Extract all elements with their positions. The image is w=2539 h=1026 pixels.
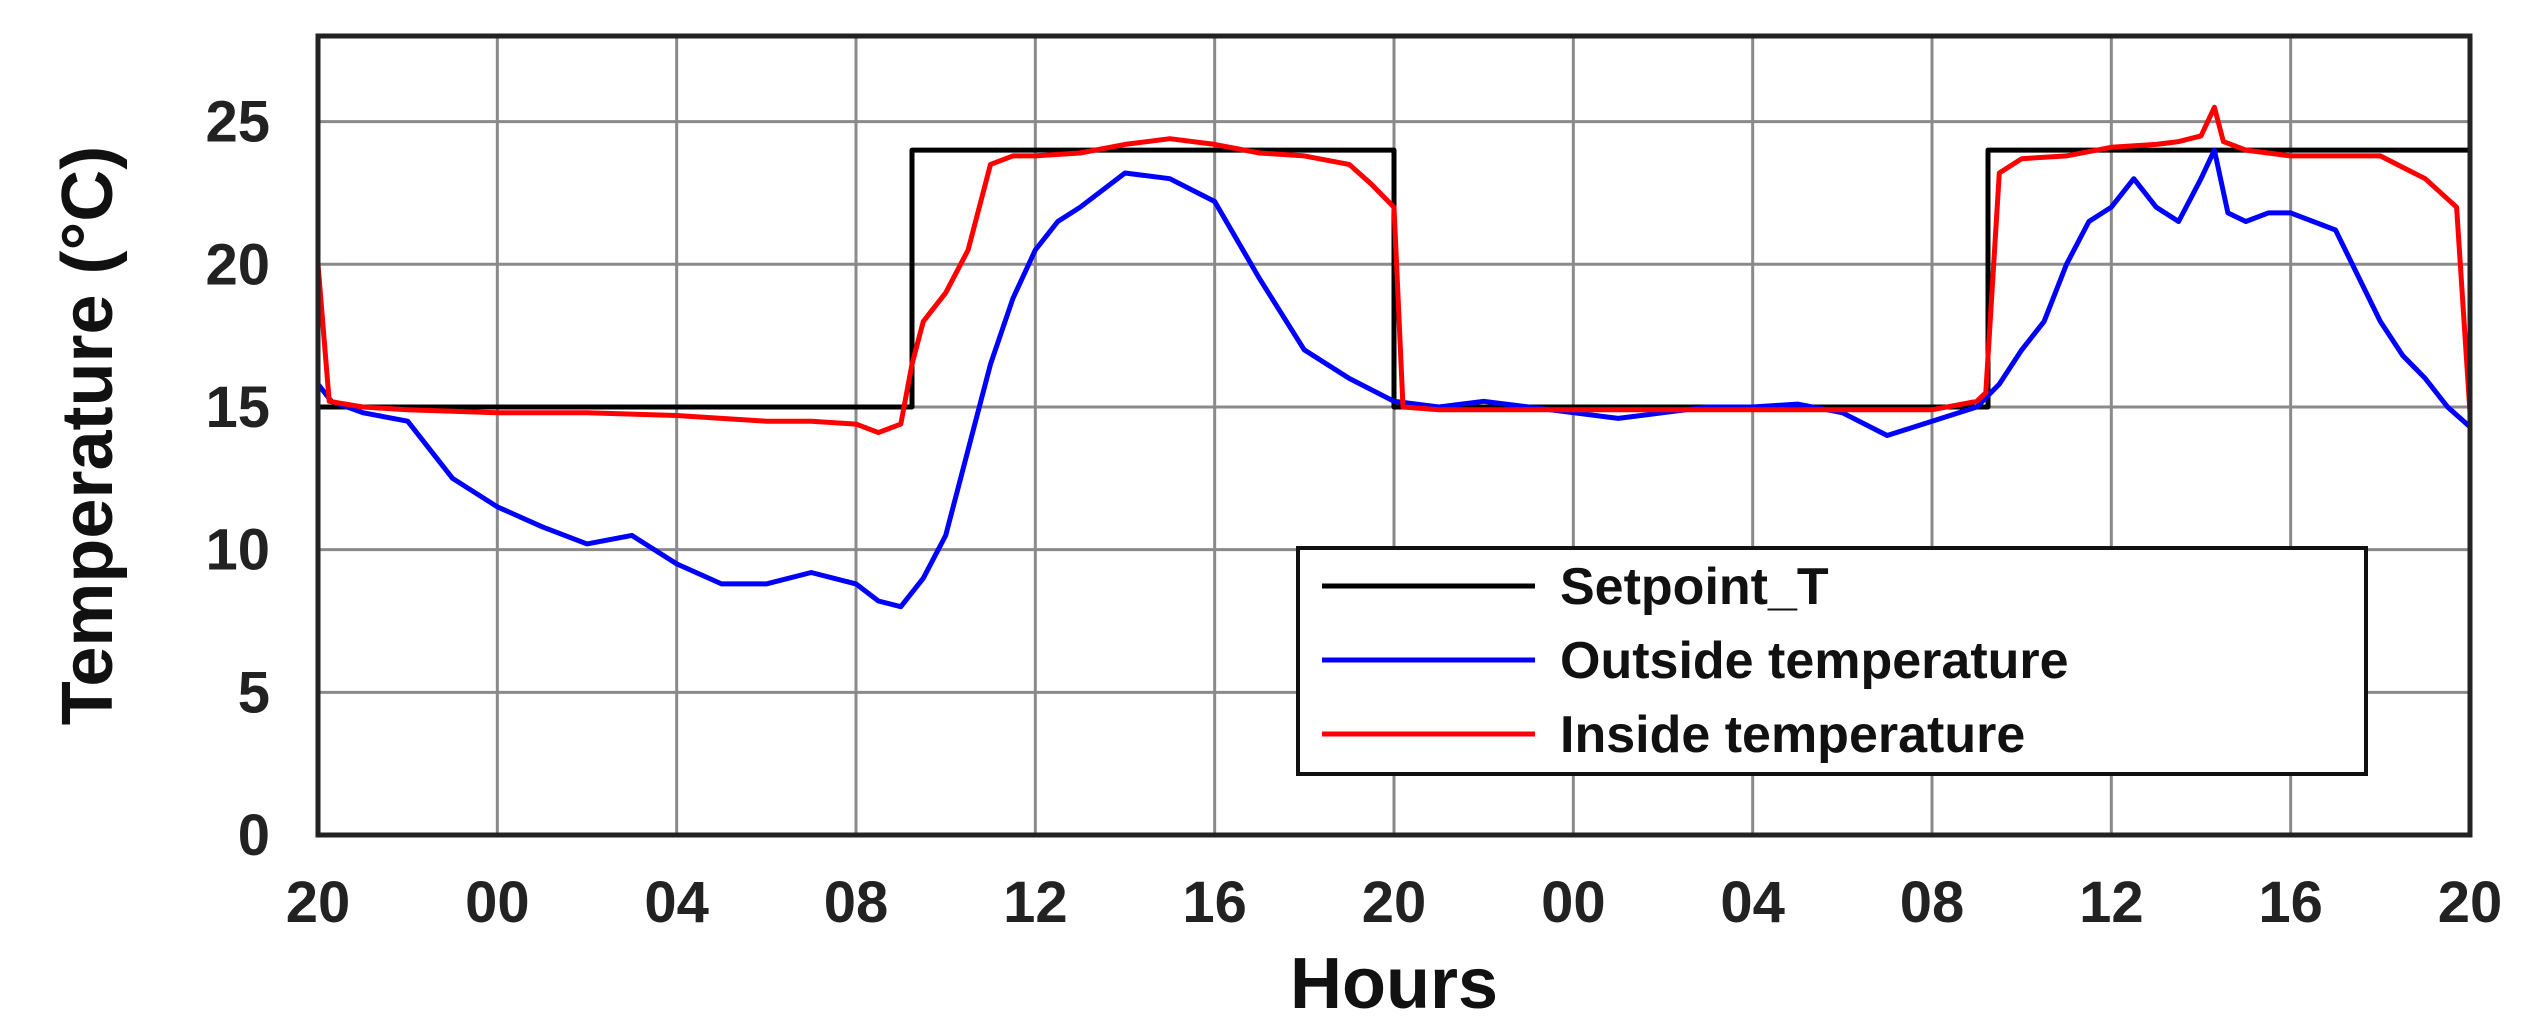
x-tick-labels: 20 00 04 08 12 16 20 00 04 08 12 16 20	[286, 870, 2503, 935]
x-tick-label: 04	[1720, 870, 1785, 935]
x-tick-label: 20	[286, 870, 351, 935]
x-axis-label: Hours	[1290, 944, 1498, 1024]
y-tick-label: 0	[238, 803, 270, 868]
x-tick-label: 12	[1003, 870, 1068, 935]
x-tick-label: 08	[1900, 870, 1965, 935]
y-tick-label: 15	[205, 375, 270, 440]
series-line-inside	[315, 104, 2473, 436]
x-tick-label: 20	[1362, 870, 1427, 935]
x-tick-label: 08	[824, 870, 889, 935]
x-tick-label: 00	[465, 870, 530, 935]
plot-series	[315, 104, 2473, 610]
x-tick-label: 16	[2258, 870, 2323, 935]
y-tick-label: 25	[205, 90, 270, 155]
legend: Setpoint_T Outside temperature Inside te…	[1296, 546, 2368, 776]
series-line-setpoint	[318, 147, 2470, 410]
y-tick-label: 20	[205, 232, 270, 297]
x-tick-label: 20	[2438, 870, 2503, 935]
legend-label-inside: Inside temperature	[1560, 706, 2025, 764]
y-axis-label: Temperature (°C)	[48, 146, 128, 726]
series-line-outside	[316, 147, 2472, 610]
plot-frame	[315, 33, 2473, 838]
y-tick-label: 5	[238, 660, 270, 725]
y-tick-label: 10	[205, 518, 270, 583]
y-tick-labels: 0 5 10 15 20 25	[205, 90, 270, 868]
x-tick-label: 16	[1182, 870, 1247, 935]
x-tick-label: 04	[644, 870, 709, 935]
legend-label-setpoint: Setpoint_T	[1560, 558, 1829, 616]
x-tick-label: 00	[1541, 870, 1606, 935]
x-tick-label: 12	[2079, 870, 2144, 935]
legend-label-outside: Outside temperature	[1560, 632, 2069, 690]
